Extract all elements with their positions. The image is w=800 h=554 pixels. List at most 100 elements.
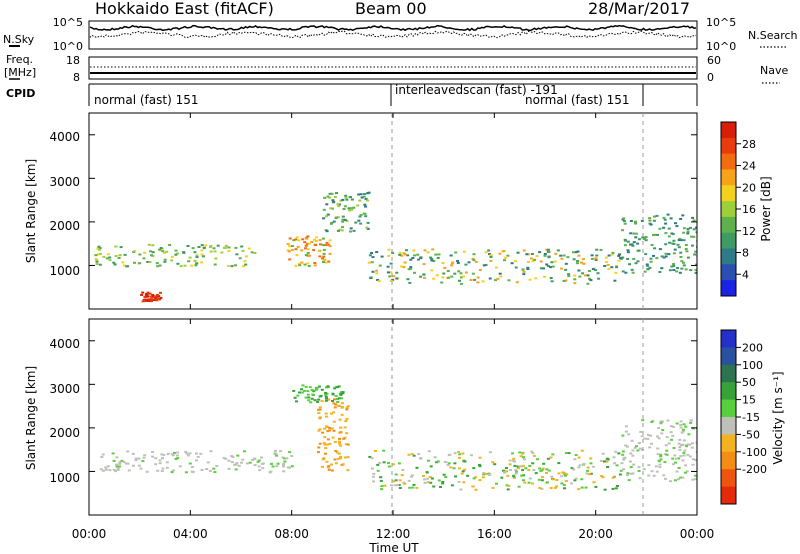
heatmap-cell — [678, 438, 682, 441]
heatmap-cell — [615, 485, 619, 487]
heatmap-cell — [412, 249, 416, 252]
heatmap-cell — [325, 443, 329, 446]
heatmap-cell — [521, 452, 524, 455]
heatmap-cell — [332, 220, 336, 223]
heatmap-cell — [672, 447, 676, 449]
heatmap-cell — [441, 482, 445, 485]
heatmap-cell — [528, 465, 532, 467]
heatmap-cell — [345, 406, 349, 409]
heatmap-cell — [378, 461, 382, 464]
heatmap-cell — [675, 422, 679, 425]
heatmap-cell — [332, 411, 335, 414]
heatmap-cell — [512, 475, 516, 478]
heatmap-cell — [359, 214, 363, 217]
heatmap-cell — [145, 299, 149, 302]
noise-search-line — [89, 30, 697, 39]
heatmap-cell — [679, 426, 683, 429]
heatmap-cell — [326, 385, 330, 388]
heatmap-cell — [498, 252, 502, 255]
heatmap-cell — [513, 260, 517, 263]
heatmap-cell — [532, 469, 536, 471]
heatmap-cell — [659, 420, 663, 423]
heatmap-cell — [664, 444, 668, 447]
heatmap-cell — [596, 272, 600, 275]
colorbar-tick-label: 8 — [742, 247, 749, 260]
heatmap-cell — [336, 203, 340, 206]
heatmap-cell — [682, 231, 686, 234]
heatmap-cell — [115, 463, 119, 466]
heatmap-cell — [358, 215, 362, 218]
heatmap-cell — [491, 461, 495, 464]
heatmap-cell — [506, 474, 510, 477]
heatmap-cell — [634, 222, 637, 225]
heatmap-cell — [345, 198, 349, 201]
heatmap-cell — [402, 252, 406, 255]
heatmap-cell — [582, 463, 586, 465]
heatmap-cell — [271, 465, 275, 468]
heatmap-cell — [352, 229, 356, 232]
heatmap-cell — [306, 262, 310, 265]
heatmap-cell — [403, 261, 407, 264]
heatmap-cell — [517, 485, 521, 488]
heatmap-cell — [190, 470, 194, 473]
heatmap-cell — [447, 276, 451, 279]
heatmap-cell — [163, 251, 166, 254]
heatmap-cell — [622, 217, 626, 220]
heatmap-cell — [645, 263, 649, 266]
heatmap-cell — [686, 228, 690, 230]
heatmap-cell — [387, 465, 391, 468]
heatmap-cell — [313, 262, 317, 264]
heatmap-cell — [143, 296, 147, 299]
heatmap-cell — [227, 467, 231, 470]
heatmap-cell — [672, 252, 676, 255]
heatmap-cell — [318, 239, 322, 242]
heatmap-cell — [314, 240, 318, 242]
heatmap-cell — [694, 272, 697, 274]
colorbar-swatch — [721, 434, 736, 453]
heatmap-cell — [322, 259, 326, 262]
cpid-panel: CPID normal (fast) 151 interleavedscan (… — [6, 83, 698, 107]
heatmap-cell — [320, 400, 324, 403]
heatmap-cell — [668, 241, 671, 244]
heatmap-cell — [156, 265, 160, 268]
heatmap-cell — [327, 468, 331, 471]
heatmap-cell — [564, 479, 568, 482]
colorbar-swatch — [721, 382, 736, 401]
heatmap-cell — [522, 474, 526, 477]
heatmap-cell — [292, 389, 296, 392]
heatmap-cell — [658, 227, 662, 230]
heatmap-cell — [574, 454, 578, 456]
heatmap-cell — [369, 276, 373, 279]
heatmap-cell — [155, 262, 159, 265]
heatmap-cell — [638, 447, 642, 450]
heatmap-cell — [632, 241, 636, 244]
heatmap-cell — [330, 463, 333, 466]
colorbar-tick-label: 12 — [742, 225, 756, 238]
heatmap-cell — [178, 465, 182, 468]
colorbar-swatch — [721, 347, 736, 366]
heatmap-cell — [459, 276, 463, 279]
colorbar-tick-label: 50 — [742, 376, 756, 389]
heatmap-cell — [301, 238, 305, 241]
power-ylabel: Slant Range [km] — [24, 159, 38, 263]
heatmap-cell — [426, 477, 430, 480]
heatmap-cell — [194, 452, 198, 455]
heatmap-cell — [453, 272, 457, 275]
heatmap-cell — [188, 256, 192, 259]
heatmap-cell — [406, 254, 410, 257]
colorbar-tick-label: 15 — [742, 394, 756, 407]
heatmap-cell — [331, 199, 335, 202]
heatmap-cell — [522, 456, 525, 459]
heatmap-cell — [636, 449, 640, 452]
heatmap-cell — [636, 242, 640, 245]
heatmap-cell — [694, 226, 697, 229]
heatmap-cell — [633, 446, 637, 449]
heatmap-cell — [413, 271, 416, 274]
heatmap-cell — [675, 270, 679, 273]
heatmap-cell — [317, 429, 321, 432]
heatmap-cell — [182, 251, 186, 254]
heatmap-cell — [664, 255, 668, 258]
heatmap-cell — [586, 469, 589, 472]
heatmap-cell — [630, 439, 634, 442]
heatmap-cell — [478, 479, 482, 482]
